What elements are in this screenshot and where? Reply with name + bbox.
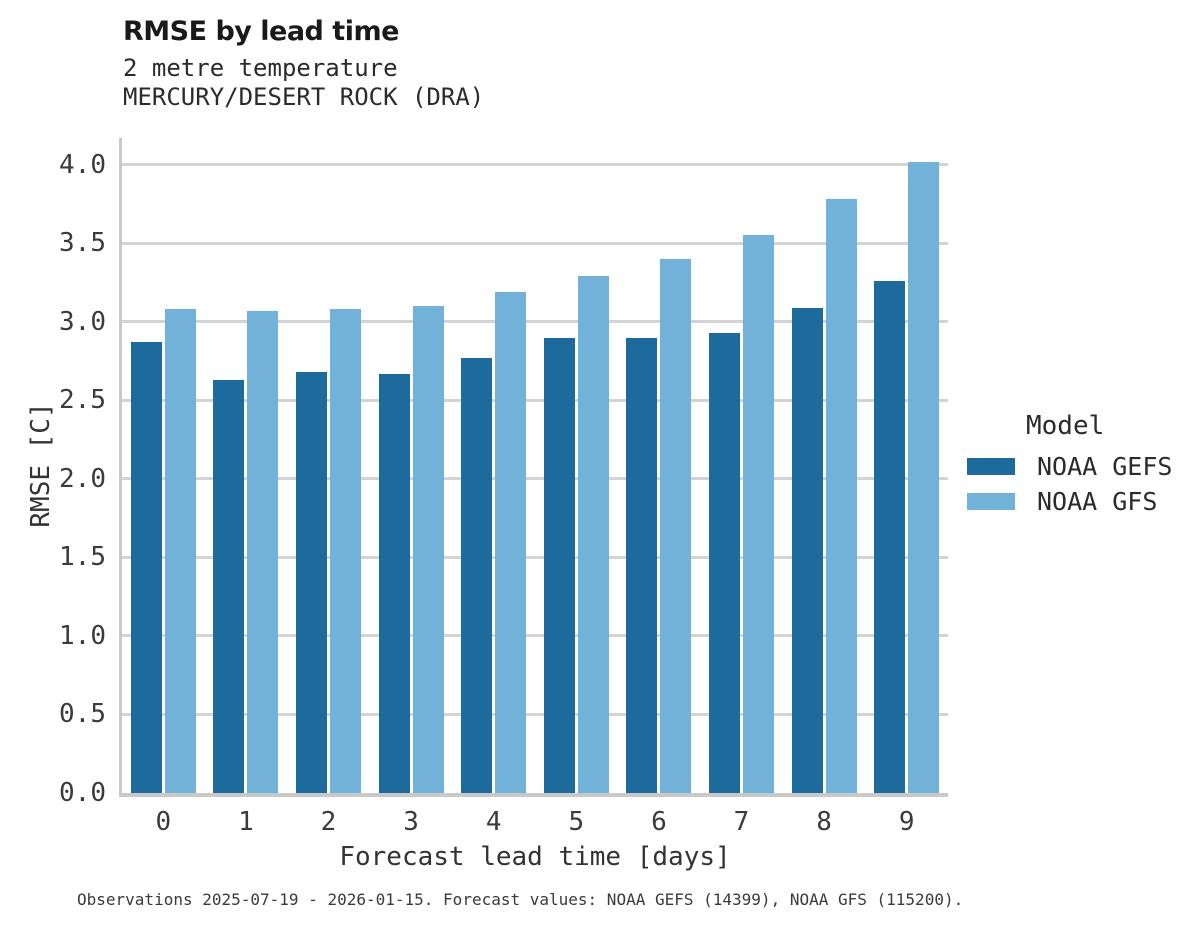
chart-subtitle-station: MERCURY/DESERT ROCK (DRA): [123, 83, 485, 111]
legend-entries: NOAA GEFS NOAA GFS: [967, 449, 1172, 519]
bar-noaa-gfs-lead-9: [908, 161, 940, 793]
gridline-2.0: [122, 477, 948, 481]
legend-swatch-noaa-gfs-icon: [967, 493, 1015, 510]
bar-group-lead-7: [700, 235, 783, 793]
y-tick-label-1.5: 1.5: [59, 542, 106, 573]
title-block: RMSE by lead time 2 metre temperature ME…: [123, 16, 484, 112]
bar-noaa-gefs-lead-9: [874, 280, 906, 793]
gridline-3.0: [122, 320, 948, 324]
gridline-1.0: [122, 634, 948, 638]
caption: Observations 2025-07-19 - 2026-01-15. Fo…: [77, 890, 964, 909]
bar-group-lead-4: [452, 291, 535, 793]
x-tick-label-7: 7: [733, 807, 750, 837]
y-tick-label-2.5: 2.5: [59, 385, 106, 416]
x-tick-label-5: 5: [568, 807, 585, 837]
y-tick-label-4.0: 4.0: [59, 149, 106, 180]
legend-swatch-noaa-gefs-icon: [967, 458, 1015, 475]
x-tick-label-6: 6: [651, 807, 667, 837]
bar-noaa-gefs-lead-2: [295, 372, 327, 793]
bar-noaa-gefs-lead-6: [626, 337, 658, 793]
bar-noaa-gefs-lead-1: [213, 379, 245, 793]
gridline-2.5: [122, 398, 948, 402]
x-tick-label-3: 3: [403, 807, 419, 837]
y-tick-label-3.5: 3.5: [59, 228, 106, 259]
x-tick-label-0: 0: [155, 807, 172, 837]
x-tick-label-8: 8: [816, 807, 832, 837]
bar-noaa-gefs-lead-0: [130, 342, 162, 793]
x-tick-label-1: 1: [238, 807, 254, 837]
bar-noaa-gfs-lead-1: [247, 310, 279, 793]
bar-group-lead-8: [783, 199, 866, 793]
bar-noaa-gfs-lead-2: [329, 309, 361, 793]
bar-noaa-gfs-lead-3: [412, 306, 444, 793]
bar-noaa-gfs-lead-8: [825, 199, 857, 793]
y-tick-label-1.0: 1.0: [59, 620, 106, 651]
legend-label: NOAA GEFS: [1037, 452, 1173, 481]
gridline-4.0: [122, 163, 948, 167]
x-tick-label-9: 9: [898, 807, 915, 837]
y-tick-label-0.5: 0.5: [59, 699, 106, 730]
gridline-0.5: [122, 712, 948, 716]
bar-group-lead-3: [370, 306, 453, 793]
legend-entry-noaa-gefs: NOAA GEFS: [967, 449, 1172, 484]
plot-area: [119, 138, 948, 797]
chart-subtitle-variable: 2 metre temperature: [123, 54, 398, 82]
legend-title: Model: [1026, 411, 1105, 441]
legend-entry-noaa-gfs: NOAA GFS: [967, 484, 1172, 519]
bar-group-lead-9: [865, 161, 948, 793]
bar-noaa-gefs-lead-7: [708, 332, 740, 793]
bar-group-lead-0: [122, 309, 205, 793]
bar-group-lead-6: [618, 258, 701, 793]
legend-label: NOAA GFS: [1037, 487, 1158, 516]
bar-noaa-gefs-lead-8: [791, 307, 823, 793]
x-tick-label-4: 4: [485, 807, 502, 837]
x-axis-label: Forecast lead time [days]: [339, 842, 731, 872]
bar-noaa-gfs-lead-5: [577, 276, 609, 793]
bar-group-lead-5: [535, 276, 618, 793]
bar-noaa-gfs-lead-0: [164, 309, 196, 793]
gridline-3.5: [122, 241, 948, 245]
bar-noaa-gfs-lead-7: [742, 235, 774, 793]
x-tick-label-2: 2: [320, 807, 337, 837]
bar-noaa-gefs-lead-4: [461, 357, 493, 793]
y-tick-label-2.0: 2.0: [59, 463, 106, 494]
gridline-1.5: [122, 555, 948, 559]
bar-noaa-gfs-lead-4: [495, 291, 527, 793]
legend: Model NOAA GEFS NOAA GFS: [967, 411, 1172, 519]
bar-noaa-gefs-lead-3: [378, 373, 410, 793]
bar-group-lead-2: [287, 309, 370, 793]
y-tick-label-3.0: 3.0: [59, 306, 106, 337]
y-tick-label-0.0: 0.0: [59, 778, 106, 808]
chart-title: RMSE by lead time: [123, 16, 399, 47]
bar-group-lead-1: [205, 310, 288, 793]
bar-noaa-gfs-lead-6: [660, 258, 692, 793]
bar-noaa-gefs-lead-5: [543, 337, 575, 793]
